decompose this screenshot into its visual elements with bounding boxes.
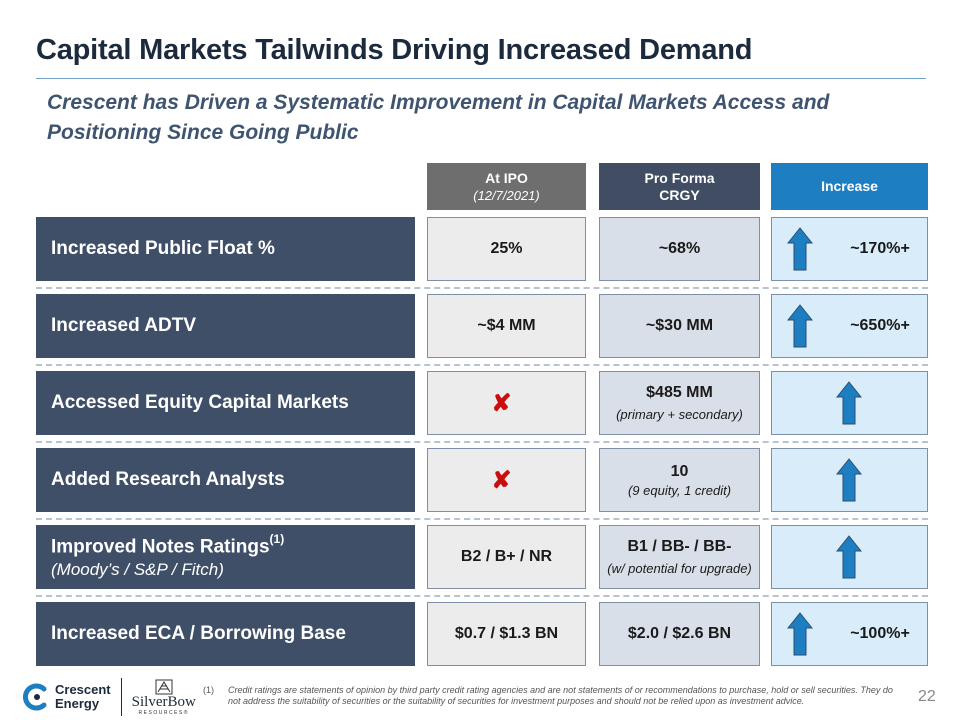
title-rule [36, 78, 926, 79]
cell-pro-forma: $485 MM (primary + secondary) [599, 371, 760, 435]
row-label: Increased Public Float % [36, 217, 415, 281]
up-arrow-icon [787, 304, 813, 348]
column-header-sub: (12/7/2021) [473, 187, 540, 203]
footnote-marker: (1) [269, 531, 285, 546]
cell-pro-forma: 10 (9 equity, 1 credit) [599, 448, 760, 512]
crescent-logo-text: Crescent Energy [55, 683, 111, 711]
increase-value: ~170%+ [850, 240, 910, 257]
row-label-text: Improved Notes Ratings [51, 536, 270, 558]
cell-pro-forma: B1 / BB- / BB- (w/ potential for upgrade… [599, 525, 760, 589]
cell-value: $0.7 / $1.3 BN [454, 625, 559, 642]
cell-value: 25% [490, 240, 523, 257]
row-label-text: Increased ECA / Borrowing Base [51, 623, 346, 644]
cell-subvalue: (9 equity, 1 credit) [627, 482, 732, 498]
cell-subvalue: (primary + secondary) [616, 407, 743, 422]
column-header-increase: Increase [771, 163, 928, 210]
crescent-logo-icon [23, 683, 47, 711]
cell-value: ~$30 MM [645, 317, 714, 334]
up-arrow-icon [836, 535, 862, 579]
silverbow-logo: SilverBow RESOURCES® [132, 679, 196, 716]
column-header-label: Increase [821, 178, 878, 194]
logo-text: Energy [55, 696, 100, 711]
row-divider [36, 518, 928, 520]
footnote-number: (1) [203, 685, 214, 695]
row-label-text: Increased ADTV [51, 315, 197, 336]
page-subtitle: Crescent has Driven a Systematic Improve… [47, 91, 830, 144]
cell-value: $485 MM [646, 384, 713, 401]
row-label-main: Improved Notes Ratings(1) [51, 531, 415, 558]
cell-increase [771, 448, 928, 512]
cell-increase: ~170%+ [771, 217, 928, 281]
row-label: Increased ECA / Borrowing Base [36, 602, 415, 666]
row-label: Accessed Equity Capital Markets [36, 371, 415, 435]
x-mark-icon: ✘ [491, 466, 512, 494]
increase-value: ~650%+ [850, 317, 910, 334]
cell-pro-forma: ~68% [599, 217, 760, 281]
cell-value: ~$4 MM [477, 317, 536, 334]
row-label: Added Research Analysts [36, 448, 415, 512]
cell-ipo: ✘ [427, 371, 586, 435]
column-header-label: At IPO [485, 169, 528, 186]
cell-increase: ~650%+ [771, 294, 928, 358]
row-divider [36, 364, 928, 366]
row-label-text: Accessed Equity Capital Markets [51, 392, 349, 413]
footnote-text: Credit ratings are statements of opinion… [228, 685, 893, 706]
row-label: Increased ADTV [36, 294, 415, 358]
up-arrow-icon [787, 227, 813, 271]
up-arrow-icon [787, 612, 813, 656]
row-divider [36, 287, 928, 289]
cell-increase: ~100%+ [771, 602, 928, 666]
footer-logos: Crescent Energy SilverBow RESOURCES® [20, 678, 196, 716]
cell-value: B2 / B+ / NR [460, 548, 553, 565]
increase-value: ~100%+ [850, 625, 910, 642]
row-label: Improved Notes Ratings(1) (Moody’s / S&P… [36, 525, 415, 589]
cell-value: $2.0 / $2.6 BN [627, 625, 732, 642]
cell-pro-forma: ~$30 MM [599, 294, 760, 358]
cell-value: ~68% [658, 240, 701, 257]
logo-text: SilverBow [131, 693, 196, 710]
row-label-sub: (Moody’s / S&P / Fitch) [51, 560, 224, 580]
logo-text: RESOURCES® [138, 709, 189, 716]
cell-ipo: 25% [427, 217, 586, 281]
cell-value: B1 / BB- / BB- [627, 538, 732, 555]
row-label-text: Increased Public Float % [51, 238, 275, 259]
row-divider [36, 441, 928, 443]
row-divider [36, 595, 928, 597]
cell-ipo: ✘ [427, 448, 586, 512]
cell-value: 10 [670, 462, 689, 480]
cell-ipo: B2 / B+ / NR [427, 525, 586, 589]
page-number: 22 [918, 688, 936, 705]
logo-text: Crescent [55, 682, 111, 697]
cell-increase [771, 525, 928, 589]
row-label-text: Added Research Analysts [51, 469, 285, 490]
logo-divider [120, 678, 122, 716]
up-arrow-icon [836, 458, 862, 502]
cell-subvalue: (w/ potential for upgrade) [607, 561, 752, 576]
cell-increase [771, 371, 928, 435]
column-header-at-ipo: At IPO (12/7/2021) [427, 163, 586, 210]
page-title: Capital Markets Tailwinds Driving Increa… [36, 34, 753, 66]
column-header-pro-forma: Pro Forma CRGY [599, 163, 760, 210]
x-mark-icon: ✘ [491, 389, 512, 417]
cell-ipo: ~$4 MM [427, 294, 586, 358]
cell-ipo: $0.7 / $1.3 BN [427, 602, 586, 666]
column-header-sub: CRGY [659, 186, 700, 203]
cell-pro-forma: $2.0 / $2.6 BN [599, 602, 760, 666]
column-header-label: Pro Forma [644, 169, 715, 186]
silverbow-emblem-icon [155, 679, 173, 694]
up-arrow-icon [836, 381, 862, 425]
